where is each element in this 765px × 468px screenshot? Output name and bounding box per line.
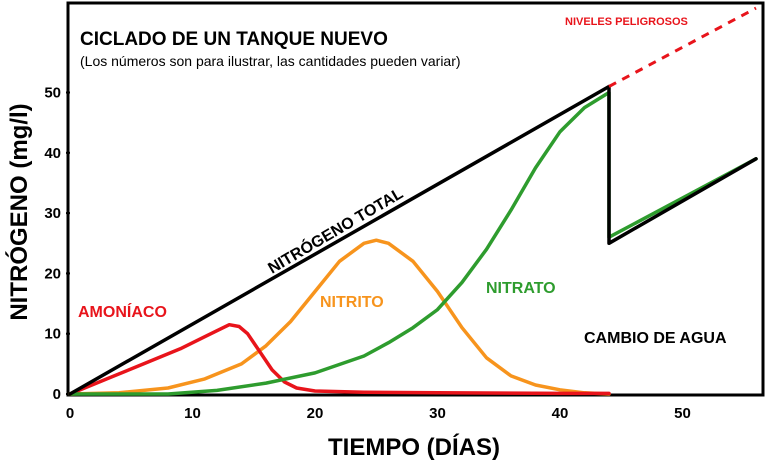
series-line-niveles-peligrosos [608,6,757,88]
y-axis-label: NITRÓGENO (mg/l) [5,103,33,320]
y-tick-label: 10 [44,326,61,343]
label-nitrato: NITRATO [486,280,556,297]
series-line-nitrito [68,238,611,396]
chart-subtitle: (Los números son para ilustrar, las cant… [80,53,461,69]
series-line-nitrogeno-total [68,84,758,396]
y-tick-label: 0 [53,386,61,403]
x-axis-label: TIEMPO (DÍAS) [328,433,500,461]
series-group [68,6,758,396]
x-tick-label: 0 [66,405,74,422]
series-line-amoniaco [68,322,611,396]
label-nitrito: NITRITO [320,294,384,311]
series-line-nitrato [68,90,758,396]
x-tick-label: 50 [674,405,691,422]
y-tick-label: 30 [44,205,61,222]
y-tick-group: 0 10 20 30 40 50 [44,85,70,403]
label-niveles-peligrosos: NIVELES PELIGROSOS [565,16,688,28]
label-cambio-de-agua: CAMBIO DE AGUA [584,330,727,347]
x-tick-label: 30 [429,405,446,422]
x-tick-label: 10 [184,405,201,422]
label-amoniaco: AMONÍACO [78,302,167,321]
y-tick-label: 20 [44,265,61,282]
x-tick-label: 40 [552,405,569,422]
chart-title: CICLADO DE UN TANQUE NUEVO [80,29,388,50]
x-tick-group: 0 10 20 30 40 50 [66,405,691,422]
y-tick-label: 50 [44,85,61,102]
y-tick-label: 40 [44,145,61,162]
x-tick-label: 20 [307,405,324,422]
